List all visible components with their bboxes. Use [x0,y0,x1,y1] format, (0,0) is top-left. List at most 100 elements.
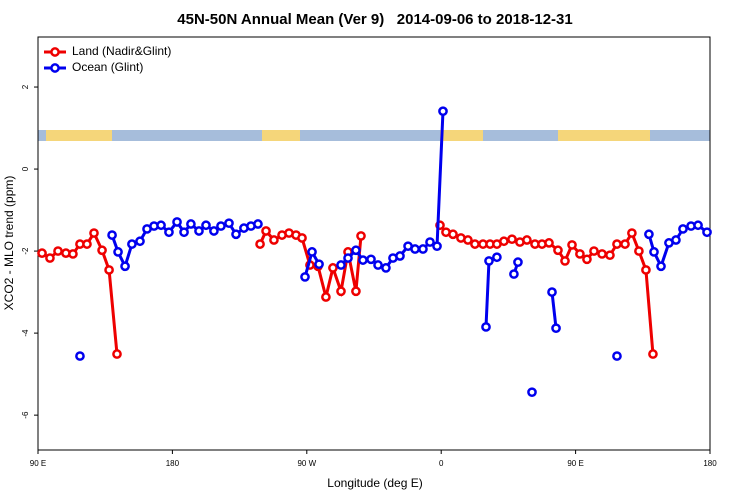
data-point [351,245,361,256]
x-tick-label: 90 E [567,459,583,468]
data-point [68,249,78,259]
data-point [410,244,420,254]
data-point [255,239,265,249]
data-point [605,250,615,261]
data-point [575,249,585,259]
data-point [484,256,494,266]
x-tick-label: 90 W [297,459,316,468]
data-point [343,253,353,263]
x-tick-label: 90 E [30,459,46,468]
legend-marker [50,47,60,57]
x-axis-label: Longitude (deg E) [327,476,422,490]
data-point [231,229,241,240]
data-point [107,230,117,240]
data-point [656,261,666,272]
data-point [297,233,307,243]
data-point [693,220,703,231]
data-point [553,245,563,256]
data-point [648,349,658,359]
data-point [112,349,122,359]
data-point [418,244,428,254]
data-point [567,240,577,250]
data-point [509,269,519,279]
data-point [499,236,509,247]
data-point [432,241,442,252]
y-tick-label: -4 [21,329,30,337]
data-point [678,224,688,234]
data-point [75,351,85,361]
data-point [560,256,570,266]
data-point [216,221,226,231]
data-point [356,231,366,241]
y-axis-label: XCO2 - MLO trend (ppm) [2,176,16,311]
series-line [484,255,498,328]
data-point [224,218,234,229]
data-point [527,387,537,398]
x-tick-label: 180 [703,459,717,468]
data-point [179,227,189,238]
data-point [127,239,137,249]
data-point [164,227,174,238]
data-point [104,265,114,275]
map-ocean [300,130,440,141]
data-point [45,253,55,263]
data-point [366,254,376,265]
data-point [300,272,310,282]
x-tick-label: 0 [439,459,444,468]
data-point [201,220,211,231]
data-point [627,228,637,238]
data-point [551,323,561,334]
map-ocean [483,130,558,141]
data-point [351,286,361,297]
legend-label: Land (Nadir&Glint) [72,44,171,58]
data-point [97,245,107,256]
y-tick-label: -6 [21,411,30,419]
data-point [186,219,196,229]
data-point [209,226,219,236]
data-point [612,239,622,249]
data-point [641,265,651,275]
y-tick-label: 0 [21,166,30,171]
y-tick-label: -2 [21,247,30,255]
data-point [507,234,517,245]
data-point [321,292,331,302]
data-point [395,251,405,261]
data-point [425,237,435,247]
data-point [522,235,532,245]
data-point [314,259,324,270]
data-point [513,257,523,268]
data-point [172,217,182,227]
map-ocean [38,130,46,141]
map-ocean [112,130,262,141]
data-point [194,226,204,236]
series-line [550,291,558,329]
data-point [470,239,480,249]
data-point [702,227,712,238]
data-point [53,246,63,256]
data-point [328,263,338,273]
data-point [589,246,599,256]
plot-frame [37,36,711,451]
map-ocean [650,130,710,141]
data-point [612,351,622,361]
data-point [373,260,383,270]
data-point [671,235,681,245]
data-point [448,229,458,240]
data-point [634,246,644,256]
data-point [492,252,502,263]
data-point [381,263,391,273]
data-point [336,286,346,297]
data-point [307,247,317,257]
data-point [89,228,99,238]
legend-marker [50,63,60,73]
data-point [463,235,473,245]
x-tick-label: 180 [166,459,180,468]
y-tick-label: 2 [21,84,30,89]
series-line [647,223,708,271]
data-point [438,106,448,117]
data-point [261,226,271,236]
legend-label: Ocean (Glint) [72,60,143,74]
data-point [481,322,491,332]
data-point [547,287,557,297]
